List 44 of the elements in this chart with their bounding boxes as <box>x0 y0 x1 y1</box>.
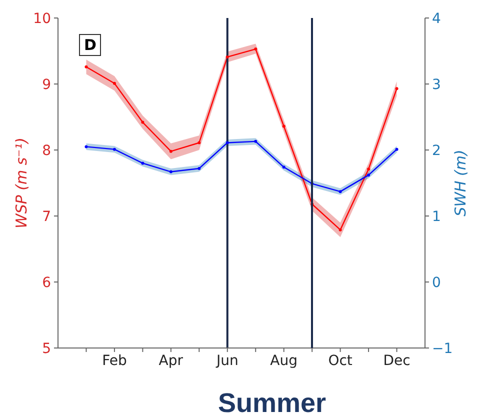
y2-tick-label: 3 <box>432 76 441 93</box>
y-tick-label: 10 <box>33 10 51 27</box>
point <box>367 168 370 171</box>
point <box>198 166 201 170</box>
y-tick-label: 6 <box>42 274 52 291</box>
annotation: D <box>79 34 102 56</box>
point <box>84 145 88 148</box>
point <box>112 148 116 151</box>
y-tick-label: 9 <box>42 76 51 93</box>
point <box>169 150 172 153</box>
x-tick-label: Oct <box>328 352 353 369</box>
point <box>282 124 286 128</box>
x-tick-label: Apr <box>158 352 184 369</box>
x-tick-label: Feb <box>102 352 127 369</box>
y2-tick-label: 1 <box>432 208 441 225</box>
point <box>338 228 342 232</box>
x-tick-label: Dec <box>383 352 410 369</box>
point <box>367 174 370 177</box>
x-tick-label: Jun <box>215 352 238 369</box>
point <box>141 162 144 165</box>
point <box>84 65 88 68</box>
point <box>226 55 229 58</box>
point <box>395 87 398 90</box>
point <box>254 48 258 51</box>
y2-tick-label: 0 <box>432 274 441 291</box>
y2-tick-label: −1 <box>432 340 453 357</box>
point <box>112 82 116 85</box>
point <box>282 166 286 169</box>
point <box>338 190 342 194</box>
text: Summer <box>218 388 326 418</box>
y-tick-label: 5 <box>42 340 51 357</box>
point <box>169 170 172 174</box>
y2-tick-label: 2 <box>432 142 441 159</box>
point <box>254 140 258 143</box>
y-tick-label: 8 <box>42 142 51 159</box>
point <box>395 148 398 151</box>
y-axis-title: WSP (m s⁻¹) <box>12 138 30 228</box>
y-tick-label: 7 <box>42 208 51 225</box>
y2-axis-title: SWH (m) <box>452 150 470 216</box>
point <box>141 120 144 124</box>
x-tick-label: Aug <box>270 352 298 369</box>
point <box>226 141 229 144</box>
point <box>198 141 201 144</box>
y2-tick-label: 4 <box>432 10 441 27</box>
